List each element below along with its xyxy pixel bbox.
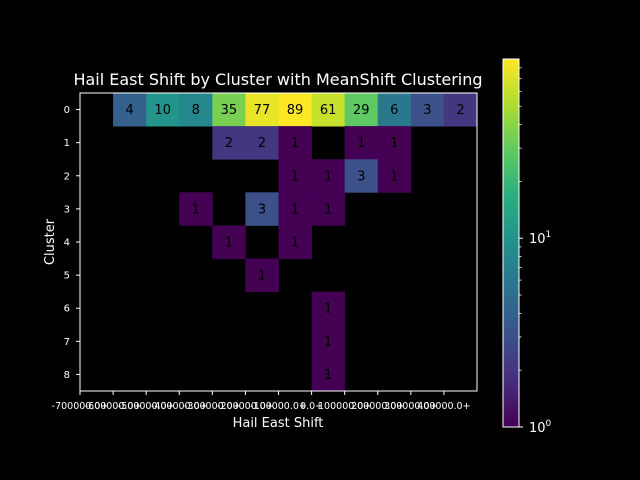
cell-value-label: 1	[324, 202, 332, 217]
x-tick-label: 100000.0+	[318, 401, 371, 412]
heatmap-cell	[377, 93, 412, 127]
heatmap-cell	[344, 126, 379, 160]
x-tick-label: 200000.0+	[351, 401, 404, 412]
heatmap-cell	[113, 93, 147, 127]
chart-title: Hail East Shift by Cluster with MeanShif…	[73, 70, 482, 89]
heatmap-cell	[179, 192, 213, 226]
heatmap-cell	[311, 159, 346, 193]
cell-value-label: 1	[291, 236, 299, 251]
heatmap-cell	[179, 93, 213, 127]
cell-value-label: 6	[390, 103, 398, 118]
heatmap-cell	[311, 93, 346, 127]
x-tick-label: -700000.0+	[52, 401, 109, 412]
y-axis-label: Cluster	[43, 218, 58, 265]
cell-value-label: 8	[192, 103, 200, 118]
cell-value-label: 61	[320, 103, 337, 118]
heatmap-cell	[344, 159, 379, 193]
heatmap-cell	[212, 93, 246, 127]
heatmap-cell	[377, 126, 412, 160]
heatmap-cell	[212, 225, 246, 259]
cell-value-label: 1	[291, 169, 299, 184]
heatmap-cell	[245, 93, 279, 127]
heatmap-cell	[278, 192, 312, 226]
colorbar-frame	[502, 58, 520, 428]
heatmap-cell	[443, 93, 478, 127]
x-tick-label: 400000.0+	[417, 401, 470, 412]
heatmap-cell	[245, 126, 279, 160]
cell-value-label: 77	[254, 103, 271, 118]
cell-value-label: 1	[291, 136, 299, 151]
cell-value-label: 1	[324, 368, 332, 383]
y-tick-label: 6	[64, 304, 70, 315]
y-tick-label: 5	[64, 271, 70, 282]
x-tick-label: -500000.0+	[118, 401, 175, 412]
heatmap-cell	[377, 159, 412, 193]
x-tick-label: 300000.0+	[384, 401, 437, 412]
heatmap-cell	[146, 93, 180, 127]
colorbar-tick-label: 100	[529, 419, 552, 436]
heatmap-cell	[278, 126, 312, 160]
cell-value-label: 1	[390, 136, 398, 151]
heatmap-cells: 4 10 8 35 77 89 61 29 6 3 2 2 2 1 1 1 1 1 3 1 1 3 1 1 1 1 1 1 1 1	[113, 93, 478, 392]
cell-value-label: 3	[357, 169, 365, 184]
cell-value-label: 1	[324, 335, 332, 350]
cell-value-label: 3	[423, 103, 431, 118]
heatmap-cell	[311, 192, 346, 226]
heatmap-cell	[410, 93, 445, 127]
x-tick-label: 0.0+	[300, 401, 323, 412]
heatmap-cell	[344, 93, 379, 127]
cell-value-label: 1	[225, 236, 233, 251]
cell-value-label: 1	[324, 302, 332, 317]
colorbar-gradient	[503, 59, 519, 427]
cell-value-label: 4	[125, 103, 133, 118]
heatmap-cell	[311, 357, 346, 392]
cell-value-label: 35	[221, 103, 238, 118]
colorbar-tick-label: 101	[529, 230, 551, 247]
x-axis-label: Hail East Shift	[233, 416, 324, 431]
cell-value-label: 3	[258, 202, 266, 217]
y-tick-label: 3	[64, 204, 70, 215]
cell-value-label: 10	[154, 103, 171, 118]
heatmap-cell	[311, 324, 346, 359]
colorbar-ticks: 100 101	[519, 67, 552, 436]
heatmap-cell	[278, 159, 312, 193]
colorbar: 100 101	[502, 58, 552, 436]
cell-value-label: 29	[353, 103, 370, 118]
x-tick-label: -600000.0+	[85, 401, 142, 412]
heatmap-cell	[278, 225, 312, 259]
x-tick-label: -400000.0+	[151, 401, 208, 412]
y-tick-label: 8	[64, 370, 70, 381]
cell-value-label: 1	[324, 169, 332, 184]
y-tick-label: 4	[64, 238, 70, 249]
heatmap-cell	[278, 93, 312, 127]
cell-value-label: 1	[291, 202, 299, 217]
y-tick-label: 0	[64, 105, 70, 116]
cell-value-label: 2	[258, 136, 266, 151]
heatmap-cell	[212, 126, 246, 160]
y-tick-label: 1	[64, 138, 70, 149]
x-tick-label: -200000.0+	[217, 401, 274, 412]
heatmap-cell	[245, 192, 279, 226]
y-axis: 0 1 2 3 4 5 6 7 8	[64, 105, 80, 381]
x-axis: -700000.0+-600000.0+-500000.0+-400000.0+…	[52, 391, 471, 412]
cell-value-label: 1	[192, 202, 200, 217]
cell-value-label: 89	[287, 103, 304, 118]
cell-value-label: 1	[357, 136, 365, 151]
x-tick-label: -100000.0+	[250, 401, 307, 412]
x-tick-label: -300000.0+	[184, 401, 241, 412]
cell-value-label: 1	[258, 269, 266, 284]
cell-value-label: 2	[456, 103, 464, 118]
heatmap-cell	[311, 291, 346, 326]
y-tick-label: 2	[64, 171, 70, 182]
cell-value-label: 2	[225, 136, 233, 151]
cell-value-label: 1	[390, 169, 398, 184]
heatmap-cell	[245, 258, 279, 293]
y-tick-label: 7	[64, 337, 70, 348]
